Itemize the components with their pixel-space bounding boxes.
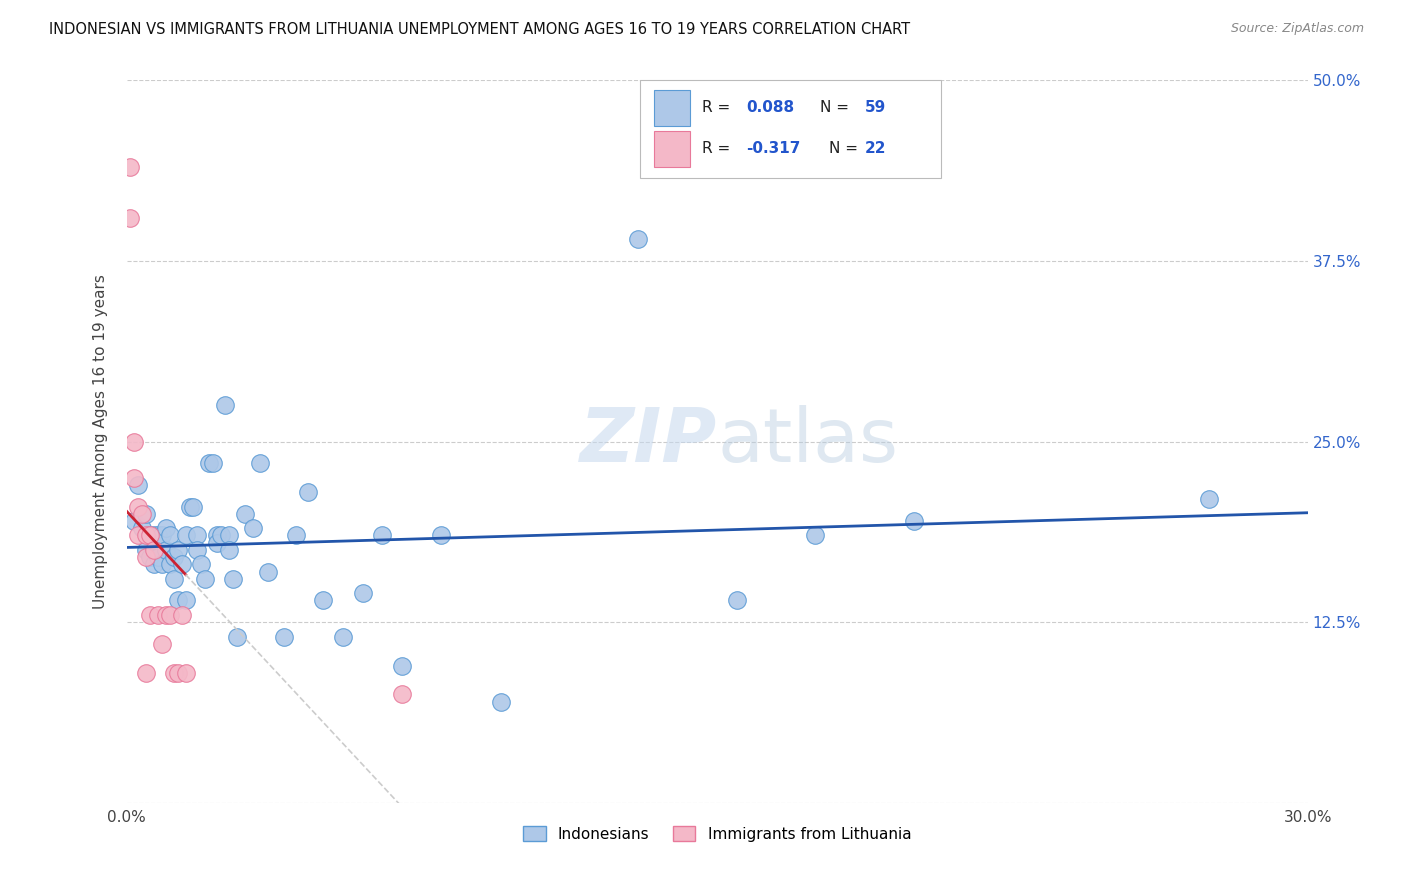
Point xyxy=(391,687,413,701)
Point xyxy=(218,528,240,542)
Point xyxy=(146,607,169,622)
Point xyxy=(209,528,232,542)
Text: 0.088: 0.088 xyxy=(747,100,794,115)
Text: N =: N = xyxy=(820,100,853,115)
Point xyxy=(155,521,177,535)
Text: R =: R = xyxy=(702,100,735,115)
Text: 59: 59 xyxy=(865,100,886,115)
Point xyxy=(159,607,181,622)
Text: R =: R = xyxy=(702,142,735,156)
Text: atlas: atlas xyxy=(717,405,898,478)
Point xyxy=(135,528,157,542)
Point xyxy=(233,507,256,521)
Point xyxy=(166,542,188,557)
Point xyxy=(166,665,188,680)
Point xyxy=(135,542,157,557)
Point xyxy=(127,528,149,542)
Point xyxy=(242,521,264,535)
Point xyxy=(124,514,146,528)
Point xyxy=(135,550,157,565)
Point xyxy=(312,593,335,607)
Point xyxy=(139,528,162,542)
Point xyxy=(627,232,650,246)
Point xyxy=(155,542,177,557)
Point xyxy=(257,565,280,579)
Point xyxy=(214,398,236,412)
Text: 22: 22 xyxy=(865,142,886,156)
Point xyxy=(183,500,205,514)
Point xyxy=(131,521,153,535)
FancyBboxPatch shape xyxy=(654,131,690,167)
Y-axis label: Unemployment Among Ages 16 to 19 years: Unemployment Among Ages 16 to 19 years xyxy=(93,274,108,609)
Point xyxy=(150,528,173,542)
Point xyxy=(222,572,245,586)
Point xyxy=(190,558,212,572)
Point xyxy=(174,665,197,680)
Point xyxy=(194,572,217,586)
Point xyxy=(159,558,181,572)
FancyBboxPatch shape xyxy=(640,80,942,178)
Point xyxy=(150,637,173,651)
Point xyxy=(249,456,271,470)
Text: Source: ZipAtlas.com: Source: ZipAtlas.com xyxy=(1230,22,1364,36)
Point xyxy=(284,528,307,542)
Point xyxy=(120,160,142,174)
Point xyxy=(146,528,169,542)
Point xyxy=(186,542,208,557)
Point xyxy=(166,593,188,607)
Point xyxy=(170,607,193,622)
Point xyxy=(179,500,201,514)
Point xyxy=(205,535,228,549)
Point xyxy=(225,630,247,644)
Point xyxy=(135,665,157,680)
Point xyxy=(804,528,827,542)
Point xyxy=(143,558,166,572)
Point xyxy=(198,456,221,470)
Point xyxy=(170,558,193,572)
Point xyxy=(202,456,225,470)
Point xyxy=(143,528,166,542)
Point xyxy=(124,470,146,484)
Point xyxy=(155,607,177,622)
Point xyxy=(146,550,169,565)
Text: INDONESIAN VS IMMIGRANTS FROM LITHUANIA UNEMPLOYMENT AMONG AGES 16 TO 19 YEARS C: INDONESIAN VS IMMIGRANTS FROM LITHUANIA … xyxy=(49,22,910,37)
Point xyxy=(139,607,162,622)
Point xyxy=(163,665,186,680)
Text: N =: N = xyxy=(830,142,863,156)
Point xyxy=(186,528,208,542)
Point xyxy=(139,550,162,565)
Point xyxy=(218,542,240,557)
Point xyxy=(391,658,413,673)
Point xyxy=(332,630,354,644)
Point xyxy=(725,593,748,607)
Point xyxy=(159,528,181,542)
Point xyxy=(150,558,173,572)
Text: ZIP: ZIP xyxy=(579,405,717,478)
Point xyxy=(273,630,295,644)
Point xyxy=(430,528,453,542)
Point xyxy=(139,528,162,542)
FancyBboxPatch shape xyxy=(654,90,690,126)
Point xyxy=(127,478,149,492)
Point xyxy=(127,500,149,514)
Point xyxy=(1198,492,1220,507)
Point xyxy=(174,528,197,542)
Point xyxy=(371,528,394,542)
Point xyxy=(489,695,512,709)
Legend: Indonesians, Immigrants from Lithuania: Indonesians, Immigrants from Lithuania xyxy=(515,818,920,849)
Point xyxy=(120,211,142,225)
Text: -0.317: -0.317 xyxy=(747,142,801,156)
Point xyxy=(352,586,374,600)
Point xyxy=(131,507,153,521)
Point xyxy=(163,550,186,565)
Point xyxy=(297,485,319,500)
Point xyxy=(135,507,157,521)
Point xyxy=(163,572,186,586)
Point xyxy=(174,593,197,607)
Point xyxy=(205,528,228,542)
Point xyxy=(903,514,925,528)
Point xyxy=(124,434,146,449)
Point xyxy=(143,542,166,557)
